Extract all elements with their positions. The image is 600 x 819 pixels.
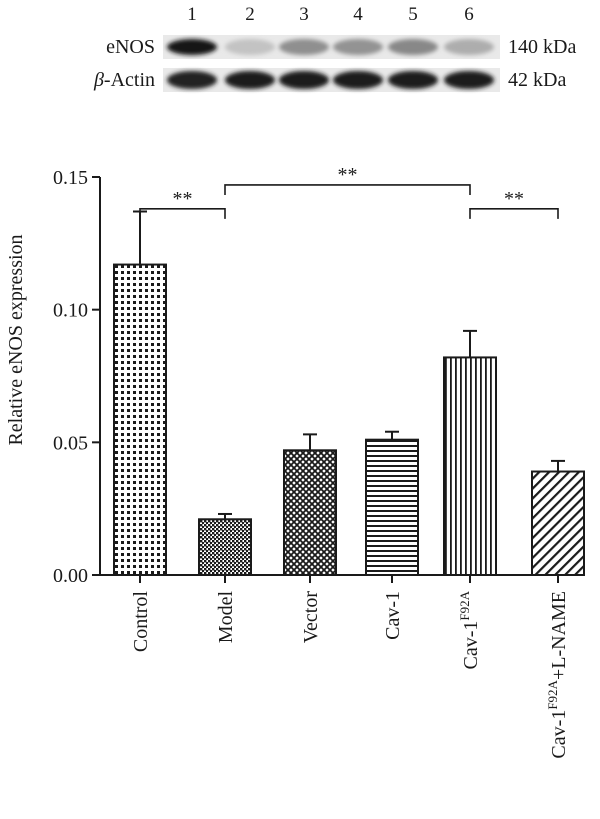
blot-band-1-5 xyxy=(388,39,438,55)
lane-number-2: 2 xyxy=(245,4,255,25)
y-tick-label: 0.15 xyxy=(53,167,88,189)
lane-number-4: 4 xyxy=(353,4,363,25)
x-tick-label-1: Control xyxy=(130,591,152,653)
x-tick-labels: Control Model Vector Cav-1 Cav-1F92A Cav-1F92… xyxy=(130,590,570,758)
x-tick-label-2: Model xyxy=(215,591,237,644)
x-tick-label-4: Cav-1 xyxy=(382,591,404,640)
bar-chart: Relative eNOS expression 0.00 0.05 0.10 0.1… xyxy=(5,164,585,759)
significance-label-1: ** xyxy=(173,188,193,210)
y-tick-label: 0.00 xyxy=(53,565,88,587)
blot-band-1-4 xyxy=(333,39,383,55)
blot-label-enos: eNOS xyxy=(106,36,155,58)
significance-label-3: ** xyxy=(504,188,524,210)
y-tick-label: 0.10 xyxy=(53,300,88,322)
blot-band-1-2 xyxy=(225,39,275,55)
y-tick-label: 0.05 xyxy=(53,432,88,454)
significance-bracket-2 xyxy=(224,184,471,195)
chart-bars xyxy=(113,210,585,577)
blot-band-1-6 xyxy=(444,39,494,55)
blot-band-2-6 xyxy=(444,71,494,89)
blot-band-1-1 xyxy=(167,39,217,55)
lane-number-3: 3 xyxy=(299,4,309,25)
chart-axes: 0.00 0.05 0.10 0.15 xyxy=(53,167,582,587)
lane-number-5: 5 xyxy=(408,4,418,25)
blot-band-2-5 xyxy=(388,71,438,89)
y-axis-label: Relative eNOS expression xyxy=(5,234,27,445)
bar-1 xyxy=(113,263,167,576)
blot-band-2-3 xyxy=(279,71,329,89)
blot-band-2-1 xyxy=(167,71,217,89)
blot-size-label-1: 140 kDa xyxy=(508,36,576,58)
x-tick-label-3: Vector xyxy=(300,591,322,644)
blot-label-actin: β-Actin xyxy=(93,69,155,91)
blot-band-1-3 xyxy=(279,39,329,55)
bar-5 xyxy=(443,356,497,576)
western-blot-panel: 1 2 3 4 5 6 eNOS 140 kDa β-Actin 42 kDa xyxy=(93,4,576,92)
lane-number-1: 1 xyxy=(187,4,197,25)
blot-size-label-2: 42 kDa xyxy=(508,69,566,91)
blot-band-2-4 xyxy=(333,71,383,89)
significance-label-2: ** xyxy=(338,164,358,186)
bar-2 xyxy=(198,518,252,577)
blot-band-2-2 xyxy=(225,71,275,89)
bar-6 xyxy=(531,470,585,576)
blot-strip-2 xyxy=(163,68,500,92)
x-tick-label-5: Cav-1F92A xyxy=(457,590,482,669)
bar-4 xyxy=(365,438,419,576)
lane-number-6: 6 xyxy=(464,4,474,25)
x-tick-label-6: Cav-1F92A+L-NAME xyxy=(545,591,570,759)
significance-bracket-1 xyxy=(139,208,226,219)
significance-brackets: ** ** ** xyxy=(139,164,559,219)
blot-strip-1 xyxy=(163,35,500,59)
bar-3 xyxy=(283,449,337,576)
significance-bracket-3 xyxy=(469,208,559,219)
